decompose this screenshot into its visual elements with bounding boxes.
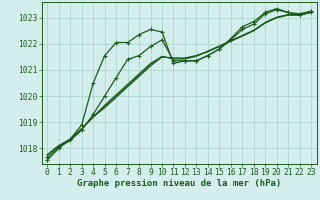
X-axis label: Graphe pression niveau de la mer (hPa): Graphe pression niveau de la mer (hPa) [77, 179, 281, 188]
